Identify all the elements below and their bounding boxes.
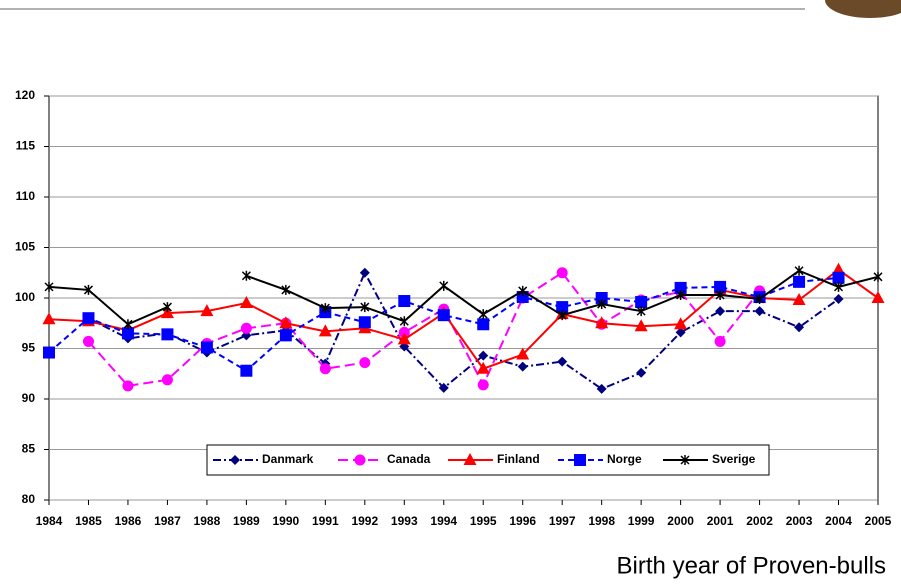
marker [478, 379, 489, 390]
marker [574, 454, 586, 466]
x-tick-label: 1987 [154, 514, 181, 528]
series-line [49, 271, 878, 325]
x-tick-label: 2001 [707, 514, 734, 528]
y-tick-label: 90 [22, 391, 36, 405]
marker [320, 363, 331, 374]
legend-label: Finland [497, 452, 540, 466]
y-tick-label: 85 [22, 442, 36, 456]
x-tick-label: 1997 [549, 514, 576, 528]
x-tick-label: 2003 [786, 514, 813, 528]
legend-label: Sverige [712, 452, 756, 466]
series-line [88, 273, 759, 386]
marker [477, 318, 489, 330]
legend-label: Danmark [262, 452, 314, 466]
x-tick-label: 1992 [351, 514, 378, 528]
marker [715, 306, 725, 316]
marker [755, 306, 765, 316]
marker [479, 309, 487, 319]
series-line [49, 270, 878, 369]
x-tick-label: 1986 [115, 514, 142, 528]
legend-label: Canada [387, 452, 431, 466]
marker [162, 374, 173, 385]
y-tick-label: 100 [15, 290, 35, 304]
marker [793, 276, 805, 288]
marker [359, 316, 371, 328]
x-tick-label: 1995 [470, 514, 497, 528]
marker [715, 336, 726, 347]
marker [636, 368, 646, 378]
x-tick-label: 1989 [233, 514, 260, 528]
marker [557, 357, 567, 367]
marker [163, 302, 171, 312]
marker [124, 319, 132, 329]
marker [557, 267, 568, 278]
x-tick-label: 1993 [391, 514, 418, 528]
x-tick-label: 1996 [509, 514, 536, 528]
x-tick-label: 1990 [273, 514, 300, 528]
marker [122, 380, 133, 391]
y-tick-label: 95 [22, 341, 36, 355]
marker [43, 347, 55, 359]
x-tick-label: 2005 [865, 514, 892, 528]
marker [398, 295, 410, 307]
x-tick-label: 1984 [36, 514, 63, 528]
marker [518, 362, 528, 372]
legend-label: Norge [607, 452, 642, 466]
x-tick-label: 2000 [667, 514, 694, 528]
marker [201, 341, 213, 353]
y-tick-label: 105 [15, 240, 35, 254]
marker [519, 286, 527, 296]
header-image [825, 0, 901, 18]
x-tick-label: 1994 [430, 514, 457, 528]
marker [43, 312, 56, 324]
x-tick-label: 1999 [628, 514, 655, 528]
x-tick-label: 1985 [75, 514, 102, 528]
marker [83, 336, 94, 347]
y-tick-label: 110 [16, 189, 36, 203]
marker [795, 266, 803, 276]
y-tick-label: 80 [22, 492, 36, 506]
marker [240, 365, 252, 377]
y-tick-label: 120 [15, 88, 35, 102]
marker [241, 323, 252, 334]
marker [82, 312, 94, 324]
marker [280, 329, 292, 341]
x-axis-label: Birth year of Proven-bulls [617, 552, 886, 579]
marker [834, 294, 844, 304]
x-tick-label: 1991 [312, 514, 339, 528]
marker [355, 455, 366, 466]
marker [872, 291, 885, 303]
x-tick-label: 2004 [825, 514, 852, 528]
marker [161, 328, 173, 340]
marker [359, 357, 370, 368]
marker [440, 281, 448, 291]
x-tick-label: 1998 [588, 514, 615, 528]
marker [360, 268, 370, 278]
x-tick-label: 2002 [746, 514, 773, 528]
y-tick-label: 115 [16, 139, 36, 153]
marker [438, 309, 450, 321]
x-tick-label: 1988 [194, 514, 221, 528]
chart: Birth year of Proven-bulls 80 85 90 95 100 10… [0, 0, 901, 583]
